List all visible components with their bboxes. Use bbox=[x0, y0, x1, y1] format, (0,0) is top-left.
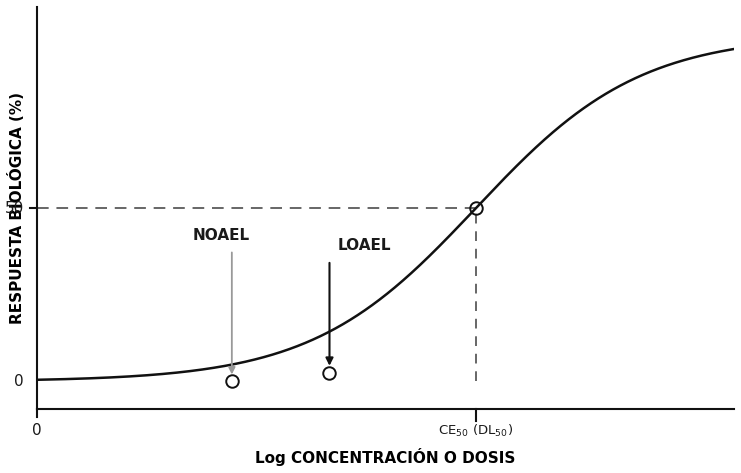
Text: 0: 0 bbox=[32, 423, 41, 438]
Text: 0: 0 bbox=[14, 374, 24, 389]
X-axis label: Log CONCENTRACIÓN O DOSIS: Log CONCENTRACIÓN O DOSIS bbox=[255, 448, 516, 466]
Text: 50: 50 bbox=[4, 201, 24, 216]
Text: NOAEL: NOAEL bbox=[193, 228, 250, 243]
Y-axis label: RESPUESTA BIOLÓGICA (%): RESPUESTA BIOLÓGICA (%) bbox=[8, 92, 25, 324]
Text: LOAEL: LOAEL bbox=[338, 238, 391, 253]
Text: CE$_{50}$ (DL$_{50}$): CE$_{50}$ (DL$_{50}$) bbox=[439, 423, 514, 439]
